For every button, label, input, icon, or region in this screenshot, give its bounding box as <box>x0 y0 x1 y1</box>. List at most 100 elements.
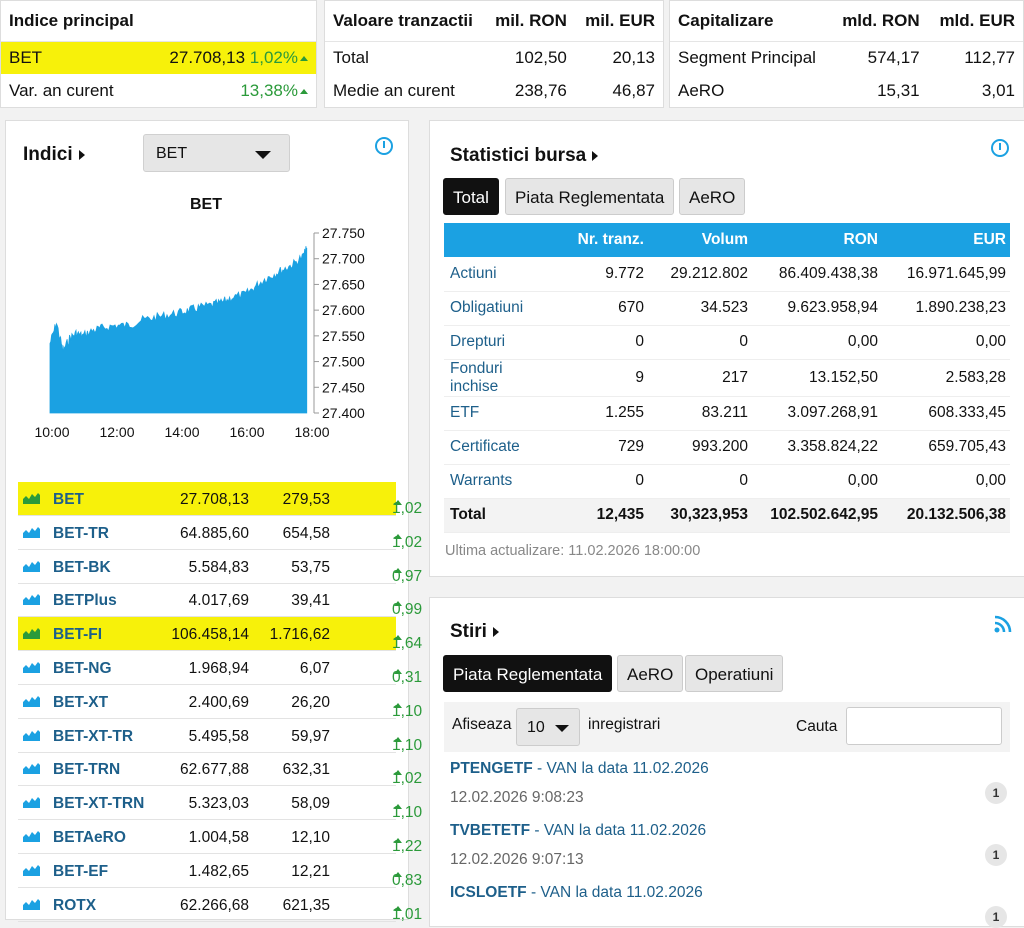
news-item-title[interactable]: ICSLOETF - VAN la data 11.02.2026 <box>450 884 703 902</box>
stiri-title[interactable]: Stiri <box>450 621 499 643</box>
stat-cell: 1.890.238,23 <box>882 291 1010 326</box>
rss-icon[interactable] <box>993 614 1013 634</box>
index-name[interactable]: BET-TRN <box>53 761 121 779</box>
index-row[interactable]: BET-NG 1.968,94 6,07 0,31 <box>18 651 422 686</box>
news-item-title[interactable]: PTENGETF - VAN la data 11.02.2026 <box>450 760 709 778</box>
index-row[interactable]: BET-EF 1.482,65 12,21 0,83 <box>18 854 422 889</box>
stat-cell: 83.211 <box>648 396 752 431</box>
stat-total-cell: 20.132.506,38 <box>882 498 1010 533</box>
y-tick-label: 27.500 <box>322 354 365 370</box>
var-an-value: 13,38% <box>240 80 298 100</box>
tab-news-aero[interactable]: AeRO <box>617 655 684 692</box>
index-row[interactable]: BET-XT-TR 5.495,58 59,97 1,10 <box>18 719 422 754</box>
index-name[interactable]: BETAeRO <box>53 829 126 846</box>
stat-row-label[interactable]: Drepturi <box>444 325 538 360</box>
arrow-up-icon <box>394 500 402 505</box>
index-value: 27.708,13 <box>180 491 249 508</box>
indici-title[interactable]: Indici <box>23 144 85 166</box>
mini-chart-icon <box>23 831 40 842</box>
index-points: 12,10 <box>291 829 330 846</box>
x-tick-label: 18:00 <box>294 424 329 440</box>
index-points: 12,21 <box>291 862 330 880</box>
tab-news-operatiuni[interactable]: Operatiuni <box>685 655 784 692</box>
bet-change: 1,02% <box>249 47 298 67</box>
stat-cell: 608.333,45 <box>882 396 1010 431</box>
chart-area-series <box>49 246 308 414</box>
index-name[interactable]: BET-XT <box>53 693 109 711</box>
stat-row-label[interactable]: Warrants <box>444 464 538 499</box>
tab-aero[interactable]: AeRO <box>679 178 746 215</box>
col-volum: Volum <box>648 223 752 257</box>
stat-row-label[interactable]: Obligatiuni <box>444 291 538 326</box>
mini-chart-icon <box>23 560 40 572</box>
caret-right-icon <box>592 150 599 161</box>
stat-row: ETF 1.255 83.211 3.097.268,91 608.333,45 <box>444 396 1010 431</box>
col-empty <box>444 223 538 257</box>
row-ron: 15,31 <box>877 80 920 100</box>
info-icon[interactable] <box>991 139 1009 157</box>
index-row[interactable]: BET-FI 106.458,14 1.716,62 1,64 <box>18 617 422 652</box>
chevron-down-icon <box>555 725 569 732</box>
news-symbol[interactable]: ICSLOETF <box>450 884 527 901</box>
index-name[interactable]: BET-NG <box>53 660 112 677</box>
index-name[interactable]: BET-FI <box>53 626 103 644</box>
index-row[interactable]: BET-XT 2.400,69 26,20 1,10 <box>18 685 422 720</box>
news-text[interactable]: - VAN la data 11.02.2026 <box>532 760 709 777</box>
index-name[interactable]: BET-EF <box>53 862 109 880</box>
news-symbol[interactable]: TVBETETF <box>450 822 531 839</box>
col-mld-ron: mld. RON <box>830 1 928 42</box>
index-select[interactable]: BET <box>143 134 290 172</box>
index-row[interactable]: BET-TR 64.885,60 654,58 1,02 <box>18 516 422 551</box>
stat-cell: 670 <box>538 291 648 326</box>
news-text[interactable]: - VAN la data 11.02.2026 <box>526 884 703 901</box>
index-row[interactable]: BET 27.708,13 279,53 1,02 <box>18 482 422 517</box>
indici-title-text[interactable]: Indici <box>23 144 73 165</box>
tab-piata-reglementata[interactable]: Piata Reglementata <box>505 178 675 215</box>
info-icon[interactable] <box>375 137 393 155</box>
index-name[interactable]: BET-XT-TR <box>53 727 134 745</box>
bet-summary-row[interactable]: BET 27.708,13 1,02% <box>1 41 316 74</box>
bet-label[interactable]: BET <box>1 41 140 74</box>
index-name[interactable]: BET-XT-TRN <box>53 795 145 813</box>
index-row[interactable]: BET-TRN 62.677,88 632,31 1,02 <box>18 752 422 787</box>
capitalizare-segment-row: Segment Principal 574,17 112,77 <box>670 41 1023 74</box>
news-item-title[interactable]: TVBETETF - VAN la data 11.02.2026 <box>450 822 706 840</box>
stat-row: Drepturi 0 0 0,00 0,00 <box>444 325 1010 360</box>
index-name[interactable]: BET-BK <box>53 558 111 576</box>
index-name[interactable]: BET <box>53 491 84 508</box>
chart-title: BET <box>190 196 222 213</box>
stat-row-label[interactable]: Fonduri inchise <box>444 359 538 397</box>
index-name[interactable]: ROTX <box>53 896 97 914</box>
statistici-title[interactable]: Statistici bursa <box>450 145 599 167</box>
news-text[interactable]: - VAN la data 11.02.2026 <box>530 822 707 839</box>
stiri-title-text[interactable]: Stiri <box>450 621 487 642</box>
x-tick-label: 16:00 <box>229 424 264 440</box>
index-name[interactable]: BETPlus <box>53 592 117 610</box>
records-label: inregistrari <box>588 716 661 733</box>
stat-row-label[interactable]: Actiuni <box>444 257 538 292</box>
col-mld-eur: mld. EUR <box>927 1 1023 42</box>
stat-row-label[interactable]: Certificate <box>444 430 538 465</box>
index-value: 64.885,60 <box>180 524 249 542</box>
tab-news-piata-reglementata[interactable]: Piata Reglementata <box>443 655 613 692</box>
caret-right-icon <box>78 149 85 160</box>
stat-cell: 0 <box>538 464 648 499</box>
stat-row: Warrants 0 0 0,00 0,00 <box>444 464 1010 499</box>
index-name[interactable]: BET-TR <box>53 524 109 542</box>
statistici-title-text[interactable]: Statistici bursa <box>450 145 587 166</box>
news-symbol[interactable]: PTENGETF <box>450 760 533 777</box>
index-row[interactable]: BETPlus 4.017,69 39,41 0,99 <box>18 583 422 618</box>
index-value: 2.400,69 <box>188 693 249 711</box>
arrow-up-icon <box>394 567 402 573</box>
index-row[interactable]: BET-XT-TRN 5.323,03 58,09 1,10 <box>18 786 422 821</box>
search-input[interactable] <box>846 707 1002 745</box>
index-points: 59,97 <box>291 727 330 745</box>
stat-row-label[interactable]: ETF <box>444 396 538 431</box>
index-row[interactable]: ROTX 62.266,68 621,35 1,01 <box>18 888 422 923</box>
index-row[interactable]: BET-BK 5.584,83 53,75 0,97 <box>18 550 422 585</box>
tab-total[interactable]: Total <box>443 178 499 215</box>
show-label: Afiseaza <box>452 716 512 733</box>
news-item-date: 12.02.2026 9:08:23 <box>450 789 584 806</box>
page-size-select[interactable]: 10 <box>516 708 580 746</box>
index-row[interactable]: BETAeRO 1.004,58 12,10 1,22 <box>18 820 422 855</box>
